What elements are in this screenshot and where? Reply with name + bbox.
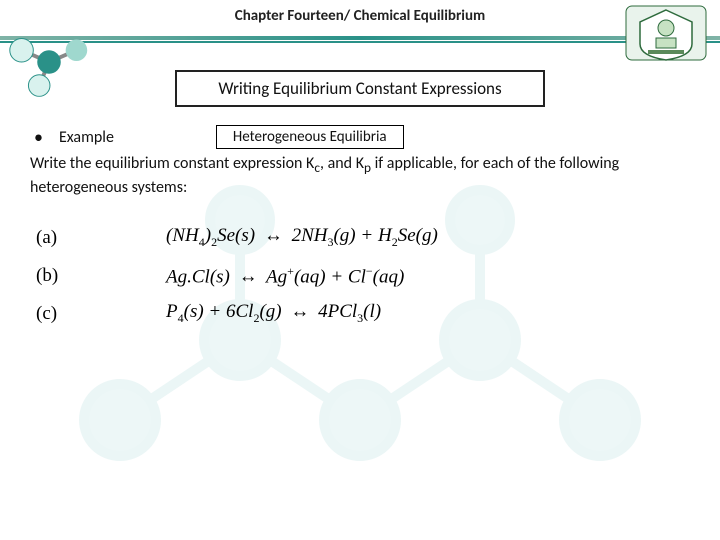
eq-body-b: Ag.Cl(s) ↔ Ag+(aq) + Cl−(aq) [166,264,404,288]
equation-a: (a) (NH4)2Se(s) ↔ 2NH3(g) + H2Se(g) [36,219,690,257]
equations-list: (a) (NH4)2Se(s) ↔ 2NH3(g) + H2Se(g) (b) … [30,219,690,333]
equation-b: (b) Ag.Cl(s) ↔ Ag+(aq) + Cl−(aq) [36,257,690,295]
prompt-sub-p: p [364,159,371,176]
molecule-icon [0,28,98,98]
bullet-icon: • [34,126,43,148]
header-band [0,34,720,46]
eq-label-c: (c) [36,303,166,325]
content-area: • Example Heterogeneous Equilibria Write… [0,107,720,333]
example-row: • Example Heterogeneous Equilibria [30,125,690,149]
eq-body-a: (NH4)2Se(s) ↔ 2NH3(g) + H2Se(g) [166,225,438,250]
prompt-text: Write the equilibrium constant expressio… [30,153,690,199]
equation-c: (c) P4(s) + 6Cl2(g) ↔ 4PCl3(l) [36,295,690,333]
example-label: Example [59,128,114,147]
chapter-title: Chapter Fourteen/ Chemical Equilibrium [235,7,486,25]
eq-body-c: P4(s) + 6Cl2(g) ↔ 4PCl3(l) [166,301,381,326]
header-row: Chapter Fourteen/ Chemical Equilibrium [0,0,720,32]
university-logo [620,2,712,66]
prompt-part-1: Write the equilibrium constant expressio… [30,154,314,173]
prompt-part-2: , and K [320,154,364,173]
section-title-box: Writing Equilibrium Constant Expressions [175,70,545,107]
eq-label-b: (b) [36,265,166,287]
subheading-box: Heterogeneous Equilibria [216,125,404,149]
eq-label-a: (a) [36,227,166,249]
